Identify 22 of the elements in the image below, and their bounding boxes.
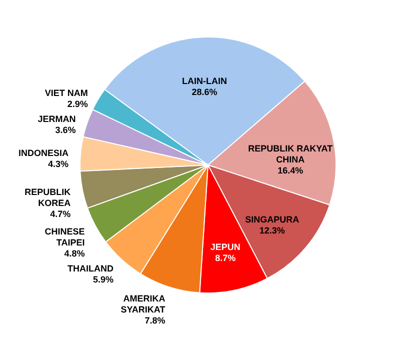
data-label: 4.3% [48, 158, 69, 169]
slice-label: VIET NAM [44, 88, 88, 98]
data-label: 5.9% [93, 274, 114, 284]
data-label: 28.6% [192, 87, 218, 98]
data-label: 12.3% [259, 225, 285, 236]
slice-label: JEPUN [210, 242, 240, 252]
data-label: 16.4% [278, 165, 304, 176]
slice-label: SINGAPURA [245, 214, 300, 224]
slice-label: LAIN-LAIN [182, 76, 228, 86]
slice-label: REPUBLIK KOREA [24, 187, 72, 208]
slice-label: REPUBLIK RAKYAT CHINA [248, 143, 334, 164]
slice-label: THAILAND [68, 263, 114, 274]
data-label: 8.7% [215, 253, 236, 264]
slice-label: AMERIKA SYARIKAT [120, 293, 166, 314]
data-label: 4.7% [50, 209, 71, 220]
data-label: 7.8% [144, 315, 166, 326]
slice-label: INDONESIA [18, 148, 70, 158]
slice-label: CHINESE TAIPEI [44, 226, 85, 248]
slice-label: JERMAN [38, 114, 76, 124]
data-label: 2.9% [67, 99, 88, 110]
data-label: 4.8% [64, 248, 85, 258]
data-label: 3.6% [55, 124, 76, 135]
